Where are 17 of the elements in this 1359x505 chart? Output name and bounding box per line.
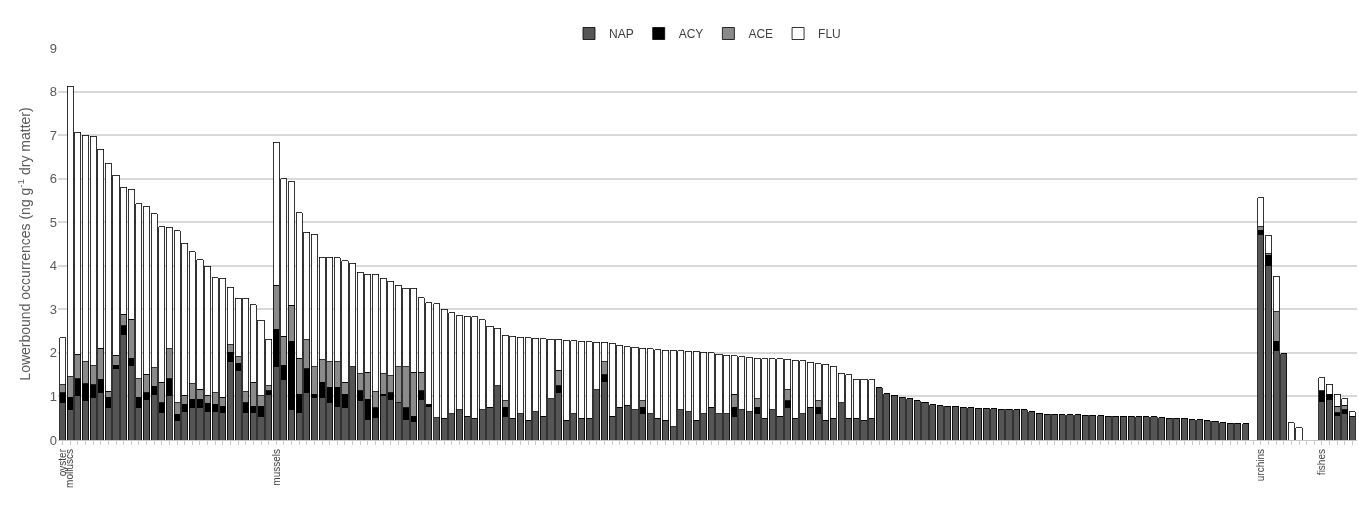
x-tick-label: urchins bbox=[1255, 449, 1267, 482]
legend-label: ACY bbox=[678, 27, 704, 42]
legend-label: FLU bbox=[818, 27, 841, 42]
x-tick-label: fishes bbox=[1316, 449, 1328, 476]
y-tick-label: 3 bbox=[49, 301, 57, 317]
y-tick-label: 5 bbox=[49, 214, 57, 230]
y-tick-label: 8 bbox=[49, 84, 57, 100]
y-tick-label: 4 bbox=[49, 258, 57, 274]
legend-label: ACE bbox=[748, 27, 774, 42]
legend-label: NAP bbox=[609, 27, 634, 42]
y-tick-label: 1 bbox=[49, 388, 57, 404]
y-tick-label: 9 bbox=[49, 40, 57, 56]
x-tick-label: mussels bbox=[270, 449, 282, 486]
y-tick-label: 7 bbox=[49, 127, 57, 143]
y-tick-label: 2 bbox=[49, 345, 57, 361]
y-tick-label: 0 bbox=[49, 432, 57, 448]
y-tick-label: 6 bbox=[49, 171, 57, 187]
